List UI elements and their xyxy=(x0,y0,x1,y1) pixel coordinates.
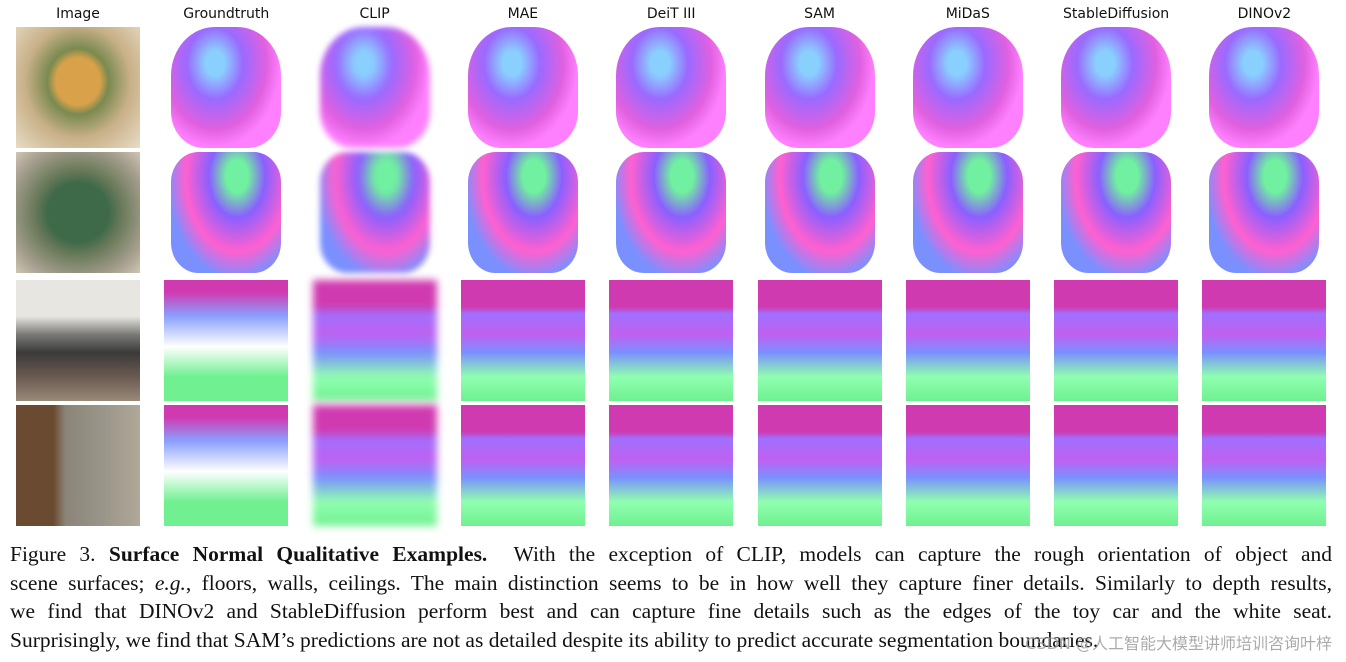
normal-map xyxy=(764,152,875,273)
input-image xyxy=(16,280,140,401)
normal-map xyxy=(1202,405,1327,526)
caption-text: scene surfaces; xyxy=(10,570,145,595)
normal-map xyxy=(1209,27,1320,148)
normal-map xyxy=(616,27,727,148)
normal-map xyxy=(1061,152,1172,273)
normal-map xyxy=(764,27,875,148)
column-header: StableDiffusion xyxy=(1063,6,1170,22)
normal-map xyxy=(1054,405,1179,526)
normal-map xyxy=(171,152,282,273)
normal-map xyxy=(912,152,1023,273)
normal-map xyxy=(609,280,734,401)
normal-map xyxy=(609,405,734,526)
caption-text: With the exception of CLIP, models can c… xyxy=(513,542,1332,566)
normal-map xyxy=(1061,27,1172,148)
normal-map xyxy=(1209,152,1320,273)
caption-title: Surface Normal Qualitative Examples. xyxy=(108,542,488,566)
normal-map xyxy=(319,27,430,148)
column-header: Image xyxy=(56,6,100,22)
column-header: DINOv2 xyxy=(1237,6,1292,22)
normal-map xyxy=(460,280,585,401)
normal-map xyxy=(171,27,282,148)
column-header: SAM xyxy=(804,6,835,22)
normal-map xyxy=(912,27,1023,148)
normal-map xyxy=(164,280,289,401)
input-image xyxy=(16,405,140,526)
column-header: Groundtruth xyxy=(183,6,270,22)
caption-eg: e.g. xyxy=(154,570,186,595)
input-image xyxy=(16,27,140,148)
column-header: CLIP xyxy=(359,6,390,22)
normal-map xyxy=(467,152,578,273)
normal-map xyxy=(616,152,727,273)
normal-map xyxy=(319,152,430,273)
caption-label: Figure 3. xyxy=(10,542,96,566)
caption-line: Figure 3. Surface Normal Qualitative Exa… xyxy=(10,540,1332,569)
caption-line: scene surfaces; e.g., floors, walls, cei… xyxy=(10,569,1332,598)
normal-map xyxy=(1054,280,1179,401)
normal-map xyxy=(467,27,578,148)
normal-map xyxy=(460,405,585,526)
normal-map xyxy=(312,280,437,401)
input-image xyxy=(16,152,140,273)
caption: Figure 3. Surface Normal Qualitative Exa… xyxy=(10,540,1332,654)
normal-map xyxy=(312,405,437,526)
normal-map xyxy=(1202,280,1327,401)
column-header: DeiT III xyxy=(646,6,696,22)
caption-line: Surprisingly, we find that SAM’s predict… xyxy=(10,627,1099,652)
normal-map xyxy=(757,280,882,401)
normal-map xyxy=(905,405,1030,526)
normal-map xyxy=(164,405,289,526)
column-header: MiDaS xyxy=(945,6,990,22)
normal-map xyxy=(905,280,1030,401)
normal-map xyxy=(757,405,882,526)
caption-line: we find that DINOv2 and StableDiffusion … xyxy=(10,599,1332,623)
caption-text: , floors, walls, ceilings. The main dist… xyxy=(185,570,1333,595)
column-header: MAE xyxy=(507,6,539,22)
watermark: CSDN @人工智能大模型讲师培训咨询叶梓 xyxy=(1025,634,1332,653)
